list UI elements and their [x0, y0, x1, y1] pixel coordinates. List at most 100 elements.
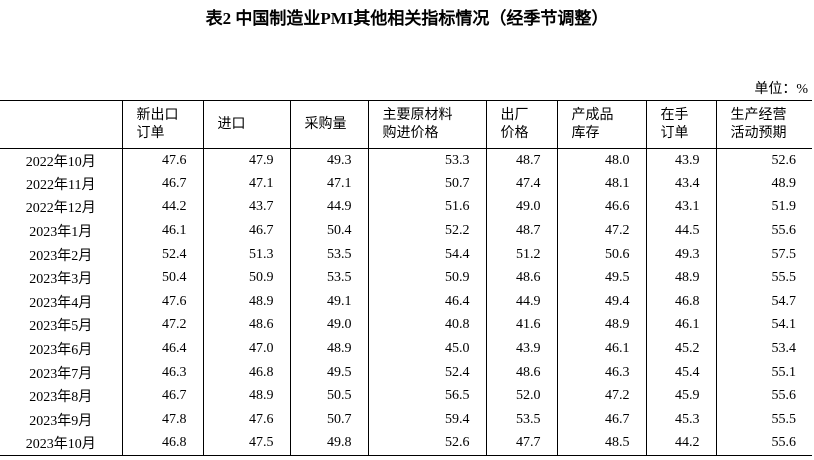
value-cell: 55.5 [715, 408, 812, 432]
value-cell: 50.9 [367, 266, 486, 291]
value-cell: 50.9 [202, 266, 290, 291]
value-cell: 46.7 [556, 408, 646, 432]
header-row: 新出口 订单 进口 采购量 主要原材料 购进价格 出厂 价格 产成品 库存 在手 订单 生产经营 活动预期 [0, 100, 812, 149]
value-cell: 47.1 [202, 172, 290, 196]
value-cell: 46.6 [556, 195, 646, 220]
value-cell: 49.0 [485, 195, 557, 220]
header-line: 库存 [571, 125, 600, 141]
value-cell: 48.1 [556, 172, 646, 196]
value-cell: 49.3 [289, 148, 368, 173]
value-cell: 48.6 [485, 360, 557, 385]
value-cell: 50.5 [289, 384, 368, 409]
value-cell: 55.6 [715, 219, 812, 243]
value-cell: 52.6 [715, 148, 812, 173]
value-cell: 45.0 [367, 337, 486, 361]
header-line: 生产经营 [730, 107, 787, 123]
table-title: 表2 中国制造业PMI其他相关指标情况（经季节调整） [205, 9, 609, 28]
value-cell: 43.9 [485, 337, 557, 361]
value-cell: 46.8 [202, 360, 290, 385]
table-row: 2023年4月 47.6 48.9 49.1 46.4 44.9 49.4 46.8 54.7 [0, 290, 812, 314]
row-label: 2023年6月 [29, 343, 93, 359]
row-label: 2022年12月 [25, 201, 96, 217]
header-cell: 采购量 [289, 100, 368, 149]
value-cell: 48.0 [556, 148, 646, 173]
value-cell: 57.5 [715, 242, 812, 267]
value-cell: 43.7 [202, 195, 290, 220]
row-label: 2023年2月 [29, 248, 93, 264]
value-cell: 51.3 [202, 242, 290, 267]
value-cell: 45.9 [645, 384, 716, 409]
table-row: 2023年2月 52.4 51.3 53.5 54.4 51.2 50.6 49.3 57.5 [0, 242, 812, 267]
value-cell: 48.7 [485, 148, 557, 173]
header-line: 新出口 [136, 107, 179, 123]
value-cell: 59.4 [367, 408, 486, 432]
value-cell: 46.8 [645, 290, 716, 314]
value-cell: 49.0 [289, 313, 368, 338]
header-line: 主要原材料 [382, 107, 453, 123]
value-cell: 48.9 [715, 172, 812, 196]
value-cell: 50.7 [367, 172, 486, 196]
value-cell: 51.6 [367, 195, 486, 220]
value-cell: 46.7 [121, 172, 203, 196]
value-cell: 47.4 [485, 172, 557, 196]
value-cell: 48.5 [556, 431, 646, 456]
value-cell: 48.9 [556, 313, 646, 338]
header-cell: 在手 订单 [645, 100, 716, 149]
value-cell: 52.4 [367, 360, 486, 385]
value-cell: 46.7 [202, 219, 290, 243]
value-cell: 45.4 [645, 360, 716, 385]
value-cell: 45.2 [645, 337, 716, 361]
row-label: 2023年4月 [29, 295, 93, 311]
value-cell: 46.3 [556, 360, 646, 385]
value-cell: 41.6 [485, 313, 557, 338]
value-cell: 44.2 [645, 431, 716, 456]
header-line: 在手 [660, 107, 689, 123]
row-label: 2022年11月 [26, 177, 96, 193]
value-cell: 48.6 [485, 266, 557, 291]
value-cell: 47.2 [556, 219, 646, 243]
value-cell: 47.0 [202, 337, 290, 361]
value-cell: 55.1 [715, 360, 812, 385]
value-cell: 50.7 [289, 408, 368, 432]
value-cell: 53.5 [485, 408, 557, 432]
table-row: 2023年10月 46.8 47.5 49.8 52.6 47.7 48.5 44.2 55.6 [0, 431, 812, 456]
value-cell: 46.3 [121, 360, 203, 385]
value-cell: 52.6 [367, 431, 486, 456]
value-cell: 47.1 [289, 172, 368, 196]
value-cell: 48.9 [645, 266, 716, 291]
value-cell: 47.6 [121, 290, 203, 314]
value-cell: 55.6 [715, 431, 812, 456]
table-body: 2022年10月 47.6 47.9 49.3 53.3 48.7 48.0 43.9 52.6… [0, 148, 812, 456]
header-cell: 出厂 价格 [485, 100, 557, 149]
header-line: 购进价格 [382, 125, 439, 141]
value-cell: 49.4 [556, 290, 646, 314]
row-label: 2023年1月 [29, 225, 93, 241]
value-cell: 50.4 [289, 219, 368, 243]
value-cell: 55.6 [715, 384, 812, 409]
value-cell: 54.1 [715, 313, 812, 338]
value-cell: 48.9 [202, 290, 290, 314]
value-cell: 53.5 [289, 242, 368, 267]
header-line: 活动预期 [730, 125, 787, 141]
table-row: 2022年10月 47.6 47.9 49.3 53.3 48.7 48.0 43.9 52.6 [0, 148, 812, 173]
value-cell: 46.4 [121, 337, 203, 361]
value-cell: 48.9 [202, 384, 290, 409]
header-cell: 产成品 库存 [556, 100, 646, 149]
value-cell: 48.7 [485, 219, 557, 243]
value-cell: 47.7 [485, 431, 557, 456]
value-cell: 44.9 [485, 290, 557, 314]
table-row: 2023年7月 46.3 46.8 49.5 52.4 48.6 46.3 45.4 55.1 [0, 360, 812, 385]
value-cell: 44.5 [645, 219, 716, 243]
value-cell: 46.4 [367, 290, 486, 314]
table-row: 2023年1月 46.1 46.7 50.4 52.2 48.7 47.2 44.5 55.6 [0, 219, 812, 243]
value-cell: 44.2 [121, 195, 203, 220]
value-cell: 43.4 [645, 172, 716, 196]
table-row: 2022年12月 44.2 43.7 44.9 51.6 49.0 46.6 43.1 51.9 [0, 195, 812, 220]
value-cell: 47.9 [202, 148, 290, 173]
value-cell: 49.5 [289, 360, 368, 385]
corner-cell [0, 100, 122, 149]
header-cell: 主要原材料 购进价格 [367, 100, 486, 149]
value-cell: 52.0 [485, 384, 557, 409]
header-line: 价格 [500, 125, 529, 141]
